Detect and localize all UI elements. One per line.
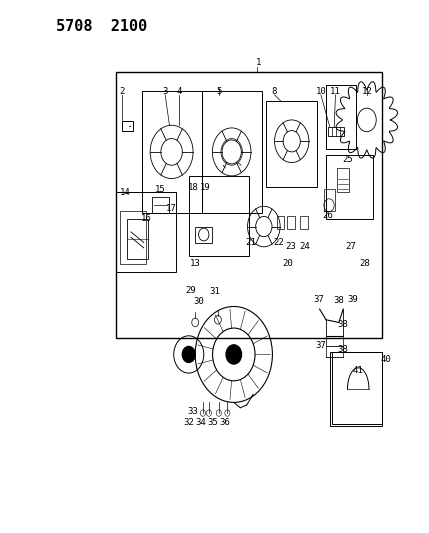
Text: 5: 5 bbox=[216, 87, 221, 96]
Text: 31: 31 bbox=[209, 287, 220, 296]
Bar bbox=[324, 189, 335, 211]
Text: 38: 38 bbox=[338, 345, 349, 353]
Text: 16: 16 bbox=[140, 214, 151, 223]
Text: 32: 32 bbox=[183, 418, 194, 426]
Bar bbox=[127, 219, 148, 259]
Text: 38: 38 bbox=[338, 320, 349, 328]
Text: 37: 37 bbox=[313, 295, 324, 304]
Text: 18: 18 bbox=[187, 183, 199, 192]
Text: 34: 34 bbox=[195, 418, 206, 426]
Bar bbox=[189, 176, 249, 256]
Bar bbox=[300, 216, 308, 229]
Bar bbox=[152, 197, 169, 213]
Text: 17: 17 bbox=[166, 205, 177, 213]
Bar bbox=[120, 211, 146, 264]
Text: 33: 33 bbox=[187, 407, 199, 416]
Text: 35: 35 bbox=[207, 418, 218, 426]
Text: 37: 37 bbox=[315, 341, 326, 350]
Bar bbox=[202, 91, 262, 213]
Circle shape bbox=[182, 346, 195, 362]
Text: 38: 38 bbox=[333, 296, 344, 304]
Text: 26: 26 bbox=[322, 211, 333, 220]
Text: 29: 29 bbox=[185, 286, 196, 295]
Bar bbox=[328, 127, 344, 136]
Text: 3: 3 bbox=[163, 87, 168, 96]
Text: 12: 12 bbox=[361, 87, 372, 96]
Text: 19: 19 bbox=[199, 183, 211, 192]
Text: 10: 10 bbox=[315, 87, 326, 96]
Text: 14: 14 bbox=[120, 189, 131, 197]
Bar bbox=[116, 192, 176, 272]
Text: 30: 30 bbox=[193, 297, 204, 305]
Text: 8: 8 bbox=[272, 87, 277, 96]
Text: 39: 39 bbox=[347, 295, 358, 304]
Text: 36: 36 bbox=[219, 418, 230, 426]
Text: 23: 23 bbox=[285, 243, 296, 251]
Bar bbox=[142, 91, 202, 213]
Bar bbox=[266, 101, 317, 187]
Text: 24: 24 bbox=[299, 243, 310, 251]
Text: 13: 13 bbox=[189, 260, 200, 268]
Bar bbox=[287, 216, 295, 229]
Bar bbox=[332, 352, 382, 424]
Text: 41: 41 bbox=[353, 366, 364, 375]
Text: 25: 25 bbox=[342, 156, 353, 164]
Text: 40: 40 bbox=[381, 356, 392, 364]
Text: 22: 22 bbox=[273, 238, 284, 247]
Text: 20: 20 bbox=[282, 260, 293, 268]
Bar bbox=[195, 227, 212, 243]
Text: 27: 27 bbox=[345, 243, 356, 251]
Text: 28: 28 bbox=[359, 260, 370, 268]
Text: 15: 15 bbox=[154, 185, 166, 193]
Text: 5708  2100: 5708 2100 bbox=[56, 19, 147, 34]
Text: 21: 21 bbox=[245, 238, 257, 247]
Bar bbox=[330, 352, 382, 426]
Text: 11: 11 bbox=[330, 87, 341, 96]
Bar bbox=[337, 168, 349, 192]
Text: 4: 4 bbox=[177, 87, 182, 96]
Text: 1: 1 bbox=[256, 58, 261, 67]
Bar bbox=[326, 155, 373, 219]
Circle shape bbox=[226, 345, 242, 364]
Bar bbox=[122, 121, 133, 131]
Bar bbox=[326, 85, 356, 149]
Bar bbox=[277, 216, 284, 229]
Bar bbox=[116, 72, 382, 338]
Text: 2: 2 bbox=[120, 87, 125, 96]
